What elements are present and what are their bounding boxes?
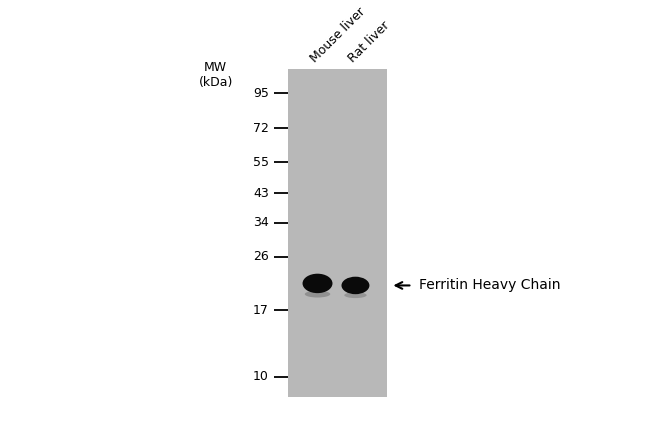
Ellipse shape xyxy=(341,277,369,294)
Text: Ferritin Heavy Chain: Ferritin Heavy Chain xyxy=(419,279,560,292)
Text: 95: 95 xyxy=(253,87,269,100)
Ellipse shape xyxy=(344,292,367,298)
Text: 43: 43 xyxy=(253,187,269,200)
Text: 17: 17 xyxy=(253,303,269,316)
Text: MW
(kDa): MW (kDa) xyxy=(199,61,233,89)
Bar xyxy=(287,69,387,398)
Text: Mouse liver: Mouse liver xyxy=(308,5,369,65)
Ellipse shape xyxy=(302,274,333,293)
Text: 34: 34 xyxy=(253,216,269,229)
Text: 26: 26 xyxy=(253,250,269,263)
Text: 72: 72 xyxy=(253,122,269,135)
Text: 55: 55 xyxy=(253,156,269,169)
Ellipse shape xyxy=(305,291,330,298)
Text: 10: 10 xyxy=(253,371,269,383)
Text: Rat liver: Rat liver xyxy=(346,19,393,65)
